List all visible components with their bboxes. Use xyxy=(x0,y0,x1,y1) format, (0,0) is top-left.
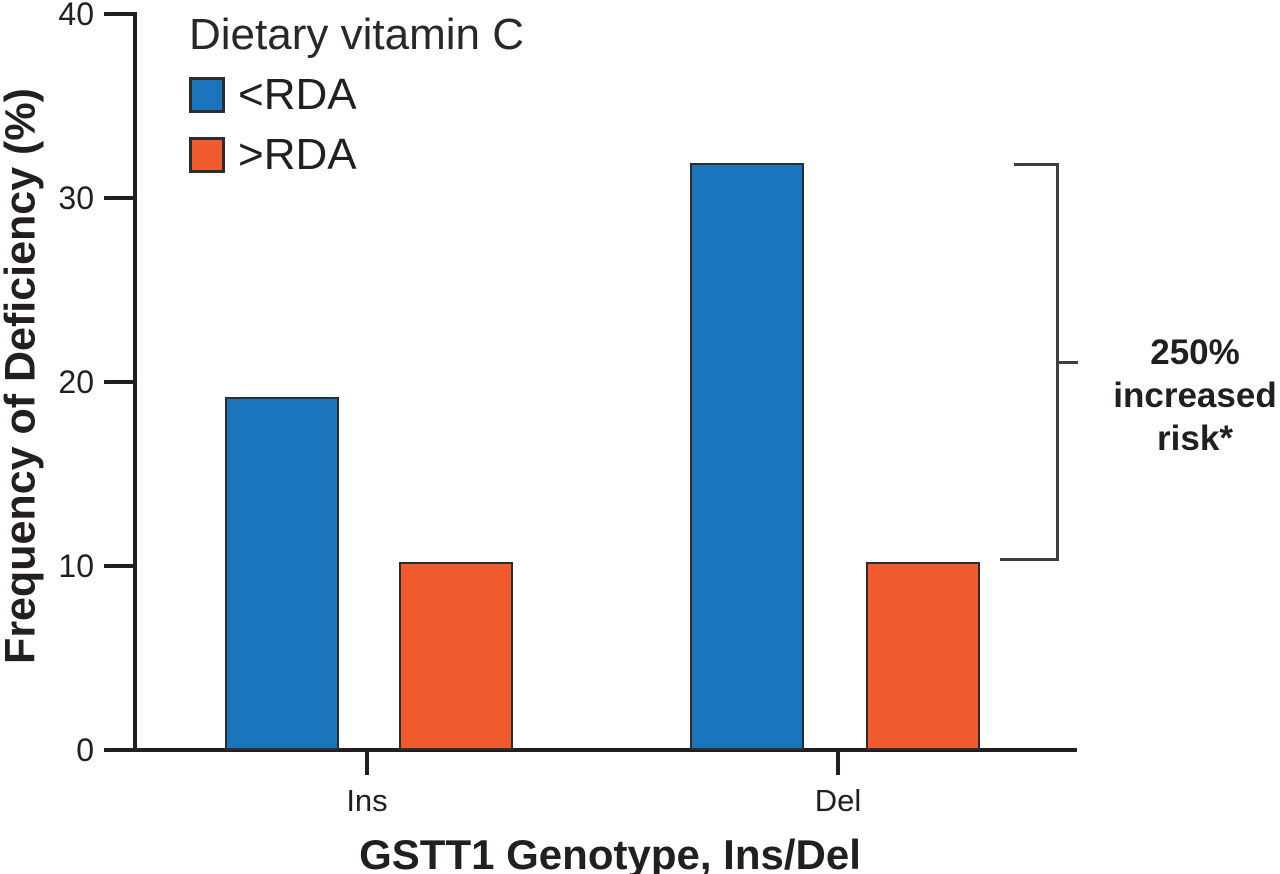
risk-annotation-line-2: increased xyxy=(1113,376,1277,415)
legend-label-over-rda: >RDA xyxy=(238,129,357,179)
risk-annotation: 250% increased risk* xyxy=(1100,331,1280,460)
x-tick-del xyxy=(836,752,840,775)
risk-annotation-line-1: 250% xyxy=(1150,333,1240,372)
bar-del-over-rda xyxy=(866,562,980,750)
x-axis-line xyxy=(133,748,1077,752)
bar-ins-under-rda xyxy=(225,396,339,750)
risk-annotation-line-3: risk* xyxy=(1157,419,1233,458)
comparison-bracket-pointer xyxy=(1059,361,1078,364)
y-tick-label-20: 20 xyxy=(58,364,94,400)
legend-label-under-rda: <RDA xyxy=(238,69,357,119)
legend-title: Dietary vitamin C xyxy=(189,10,524,59)
y-tick-label-40: 40 xyxy=(58,0,94,32)
x-tick-label-ins: Ins xyxy=(346,783,388,818)
legend-item-under-rda: <RDA xyxy=(189,72,524,116)
comparison-bracket-bottom xyxy=(1000,558,1059,561)
y-tick-label-0: 0 xyxy=(76,732,94,768)
legend-swatch-under-rda-icon xyxy=(189,76,225,113)
x-tick-label-del: Del xyxy=(814,783,862,818)
y-tick-10 xyxy=(104,564,134,568)
y-tick-30 xyxy=(104,196,134,200)
legend-swatch-over-rda-icon xyxy=(189,136,225,173)
legend-item-over-rda: >RDA xyxy=(189,132,524,176)
x-tick-ins xyxy=(365,752,369,775)
x-axis-title: GSTT1 Genotype, Ins/Del xyxy=(359,831,861,874)
y-tick-label-10: 10 xyxy=(58,548,94,584)
y-tick-20 xyxy=(104,380,134,384)
y-tick-label-30: 30 xyxy=(58,180,94,216)
y-tick-0 xyxy=(104,748,134,752)
bar-ins-over-rda xyxy=(399,562,513,750)
bar-del-under-rda xyxy=(690,163,804,750)
comparison-bracket-top xyxy=(1014,163,1059,166)
comparison-bracket-vertical xyxy=(1056,163,1059,561)
y-axis-line xyxy=(133,12,137,752)
y-tick-40 xyxy=(104,12,134,16)
legend: Dietary vitamin C <RDA >RDA xyxy=(189,10,524,176)
